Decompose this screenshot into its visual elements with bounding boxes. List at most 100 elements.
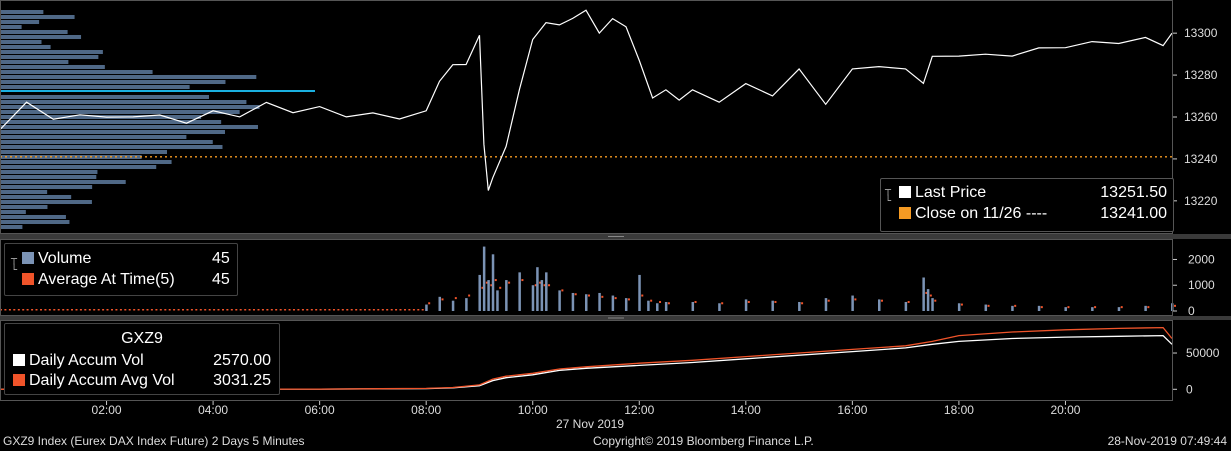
volume-profile [0,10,315,229]
volume-profile-bar [0,80,226,84]
volume-profile-bar [0,50,103,54]
avg-at-time-point [106,309,109,311]
avg-at-time-point [521,279,524,282]
avg-at-time-point [499,286,502,289]
volume-bar [926,289,930,311]
footer-copyright: Copyright© 2019 Bloomberg Finance L.P. [593,434,814,448]
avg-at-time-point [115,309,118,311]
avg-at-time-point [146,309,149,311]
avg-at-time-point [328,309,331,311]
x-tick-label: 12:00 [624,403,654,417]
volume-profile-bar [0,140,213,144]
avg-at-time-point [199,309,202,311]
price-frame [0,0,1173,234]
avg-at-time-point [119,309,122,311]
volume-bar [851,295,854,311]
avg-at-time-point [79,309,82,311]
avg-at-time-point [319,309,322,311]
avg-at-time-point [548,284,551,287]
avg-at-time-point [159,309,162,311]
avg-at-time-point [454,297,457,300]
avg-at-time-point [481,286,484,289]
volume-bar [585,294,588,311]
volume-profile-bar [0,65,105,69]
avg-at-time-point [111,309,113,311]
avg-at-time-point [667,302,670,305]
avg-at-time-point [62,309,65,311]
avg-at-time-label: Average At Time(5) [38,271,175,288]
avg-at-time-point [4,309,7,311]
volume-bar [1037,305,1041,311]
avg-at-time-point [142,309,145,311]
volume-profile-bar [0,95,209,99]
footer-security: GXZ9 Index (Eurex DAX Index Future) 2 Da… [3,434,305,448]
volume-bar [438,296,441,311]
avg-at-time-point [1067,306,1070,309]
close-label: Close on 11/26 ---- [915,205,1048,222]
volume-profile-bar [0,150,168,154]
accum-panel: 0 50000 [0,326,1220,396]
volume-profile-bar [0,225,23,229]
volume-profile-bar [0,20,40,24]
accum-tick-label: 50000 [1186,346,1220,360]
avg-at-time-point [601,295,604,298]
avg-at-time-point [186,309,189,311]
avg-at-time-point [230,309,233,311]
avg-at-time-point [261,309,264,311]
volume-bar [451,300,455,311]
volume-profile-bar [0,45,51,49]
avg-at-time-point [508,281,511,284]
volume-bar [824,298,828,311]
avg-at-time-point [293,309,295,311]
volume-profile-bar [0,185,93,189]
daily-accum-vol-label: Daily Accum Vol [29,352,144,369]
volume-profile-bar [0,200,92,204]
volume-profile-bar [0,130,225,134]
avg-at-time-point [641,294,644,297]
avg-at-time-point [341,309,344,311]
volume-profile-bar [0,85,190,89]
avg-at-time-point [275,309,278,311]
volume-profile-bar [0,40,42,44]
volume-profile-bar [0,120,222,124]
volume-bar [957,303,961,311]
x-tick-label: 16:00 [837,403,867,417]
last-price-label: Last Price [915,184,987,201]
avg-at-time-point [368,309,371,311]
volume-bar [491,254,495,311]
x-tick-label: 14:00 [731,403,761,417]
price-panel: 13220 13240 13260 13280 13300 [0,9,1218,229]
daily-accum-avg-vol-value: 3031.25 [213,372,271,389]
avg-at-time-point [774,300,777,303]
avg-at-time-point [1014,304,1017,307]
legend-tree-icon: ┬ └ [885,185,892,207]
volume-profile-bar [0,180,126,184]
avg-at-time-point [244,309,247,311]
volume-profile-bar [0,15,75,19]
avg-at-time-point [48,309,51,311]
avg-at-time-point [534,284,537,287]
volume-bar [922,277,925,311]
volume-profile-bar [0,100,247,104]
volume-bar [482,246,486,311]
avg-at-time-point [8,309,11,311]
avg-at-time-point [408,309,411,311]
avg-at-time-point [177,309,180,311]
avg-at-time-point [208,309,211,311]
volume-bar [647,300,650,311]
avg-at-time-point [588,294,590,297]
avg-at-time-point [306,309,309,311]
close-swatch [899,207,911,219]
daily-accum-avg-vol-line [0,326,1173,390]
avg-at-time-point [854,298,857,301]
volume-profile-bar [0,190,48,194]
daily-accum-avg-vol-label: Daily Accum Avg Vol [29,372,175,389]
volume-bar [638,274,641,311]
volume-profile-bar [0,35,82,39]
volume-bar [545,272,548,311]
volume-bar [718,303,721,311]
accum-legend: GXZ9 Daily Accum Vol 2570.00 Daily Accum… [4,323,280,395]
avg-at-time-point [253,309,255,311]
avg-at-time-point [13,309,16,311]
volume-bar [598,292,601,311]
